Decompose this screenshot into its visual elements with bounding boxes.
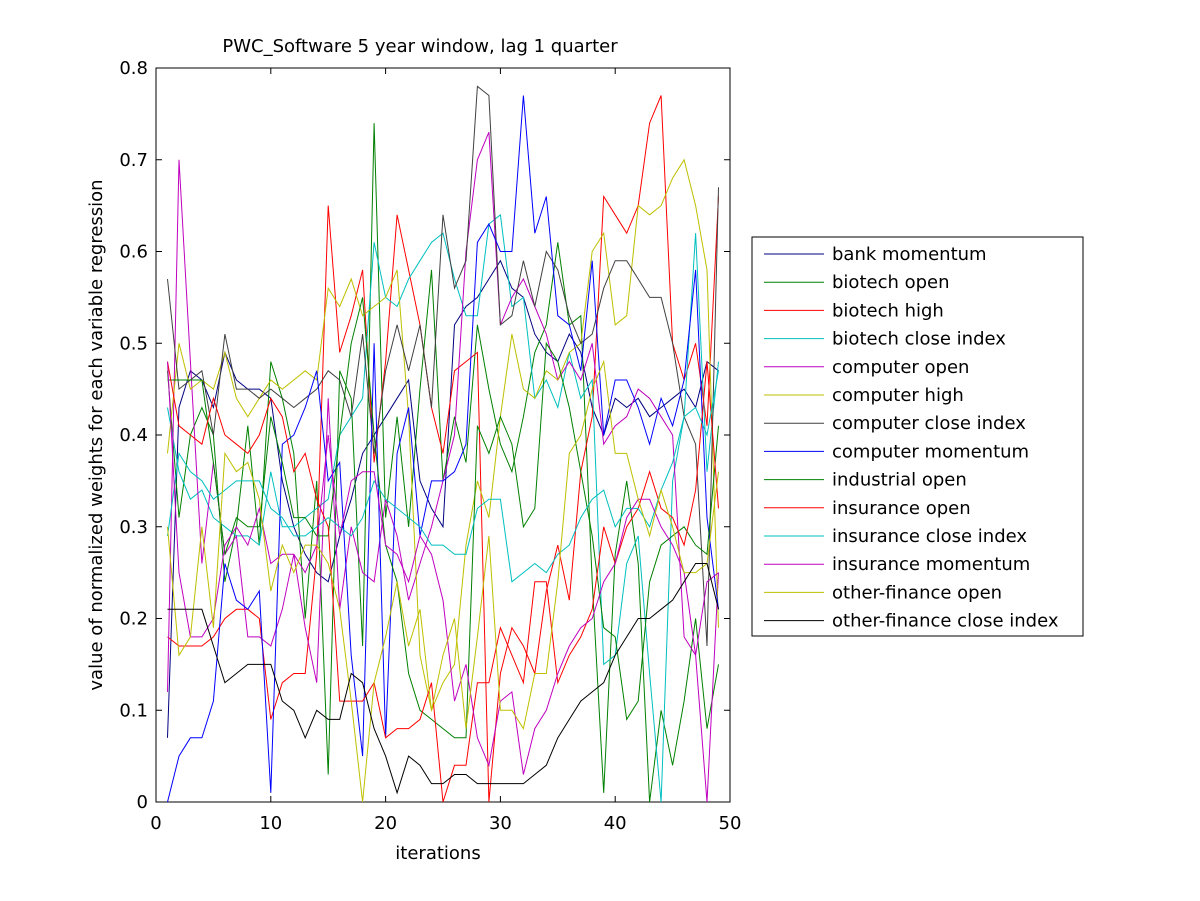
legend-item: insurance close index: [764, 526, 1027, 547]
legend-item: computer open: [764, 357, 969, 378]
tick-group: 0 10 20 30 40 50 0 0.1 0.2 0.3 0.4 0.5 0.6 0.7 0.8: [119, 58, 741, 834]
y-axis-label: value of normalized weights for each var…: [86, 179, 107, 690]
legend-item: biotech high: [764, 300, 944, 321]
series-line-biotech-close-index: [167, 213, 719, 803]
series-line-insurance-momentum: [167, 361, 719, 775]
series-line-other-finance-close-index: [167, 563, 719, 795]
x-tick-label: 0: [150, 813, 161, 834]
legend-label: other-finance close index: [832, 611, 1059, 632]
legend-item: biotech close index: [764, 329, 1006, 350]
y-tick-label: 0.7: [119, 150, 148, 171]
series-line-biotech-high: [167, 95, 719, 803]
legend-item: computer high: [764, 385, 964, 406]
legend-label: other-finance open: [832, 582, 1002, 603]
y-tick-label: 0.6: [119, 242, 148, 263]
legend-box: [751, 236, 1084, 637]
y-tick-label: 0: [137, 792, 148, 813]
chart-title: PWC_Software 5 year window, lag 1 quarte…: [222, 36, 618, 57]
legend-label: computer close index: [832, 413, 1026, 434]
series-line-bank-momentum: [167, 259, 719, 738]
legend-item: biotech open: [764, 272, 950, 293]
legend-label: industrial open: [832, 470, 967, 491]
series-line-other-finance-open: [167, 359, 719, 803]
legend: bank momentum biotech open biotech high bio…: [751, 236, 1084, 637]
x-tick-label: 40: [604, 813, 627, 834]
series-group: [167, 85, 719, 803]
legend-label: computer high: [832, 385, 964, 406]
x-tick-label: 20: [374, 813, 397, 834]
series-line-insurance-open: [167, 361, 719, 803]
legend-label: bank momentum: [832, 244, 987, 265]
series-line-computer-close-index: [167, 85, 719, 647]
plot-area: 0 10 20 30 40 50 0 0.1 0.2 0.3 0.4 0.5 0.6 0.7 0.8: [119, 58, 741, 834]
y-tick-label: 0.2: [119, 609, 148, 630]
y-tick-label: 0.5: [119, 333, 148, 354]
legend-item: insurance open: [764, 498, 971, 519]
legend-item: bank momentum: [764, 244, 987, 265]
legend-item: insurance momentum: [764, 554, 1030, 575]
axes-box: [155, 67, 731, 803]
legend-item: other-finance open: [764, 582, 1002, 603]
y-tick-label: 0.3: [119, 517, 148, 538]
legend-label: biotech close index: [832, 329, 1006, 350]
legend-label: insurance open: [832, 498, 971, 519]
legend-label: insurance close index: [832, 526, 1027, 547]
y-tick-label: 0.1: [119, 700, 148, 721]
legend-item: computer close index: [764, 413, 1026, 434]
y-tick-label: 0.4: [119, 425, 148, 446]
series-line-insurance-close-index: [167, 370, 719, 583]
legend-label: computer momentum: [832, 441, 1029, 462]
legend-item: other-finance close index: [764, 611, 1059, 632]
legend-item: industrial open: [764, 470, 967, 491]
series-line-industrial-open: [167, 297, 719, 739]
legend-label: biotech open: [832, 272, 950, 293]
series-line-computer-momentum: [167, 95, 719, 803]
y-tick-label: 0.8: [119, 58, 148, 79]
legend-label: computer open: [832, 357, 969, 378]
legend-label: insurance momentum: [832, 554, 1030, 575]
x-tick-label: 50: [719, 813, 742, 834]
x-tick-label: 10: [259, 813, 282, 834]
x-axis-label: iterations: [395, 843, 480, 864]
x-tick-label: 30: [489, 813, 512, 834]
legend-item: computer momentum: [764, 441, 1029, 462]
legend-items: bank momentum biotech open biotech high bio…: [764, 244, 1059, 632]
legend-label: biotech high: [832, 300, 944, 321]
